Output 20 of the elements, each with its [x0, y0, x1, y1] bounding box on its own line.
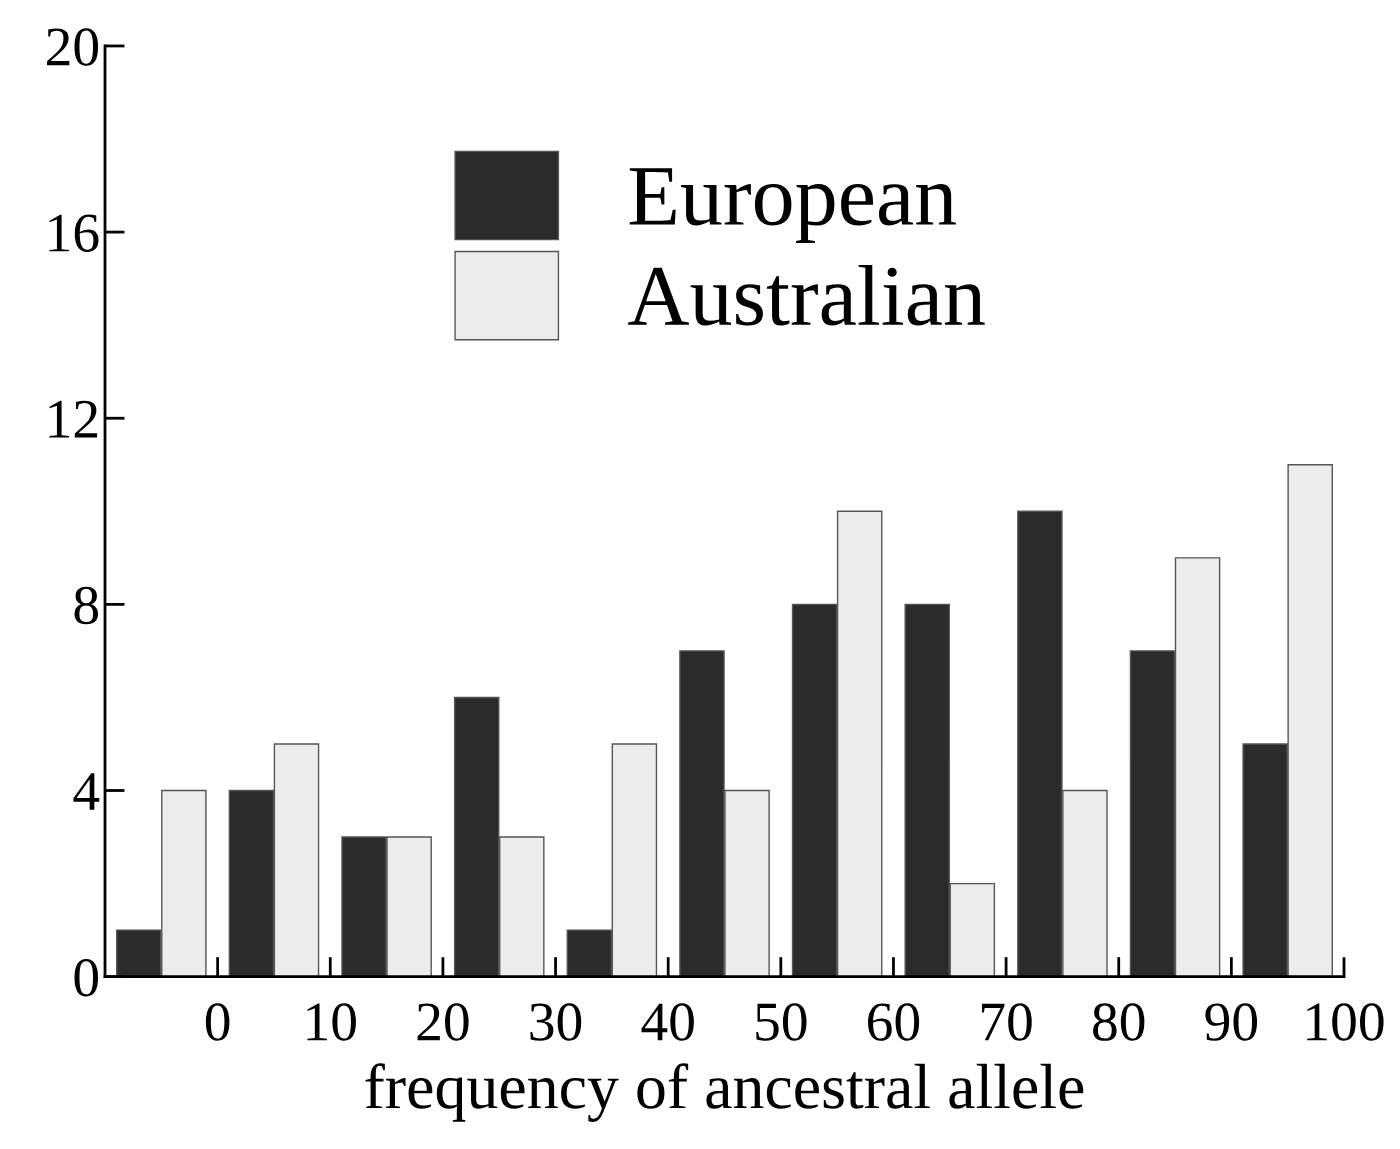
legend-label: Australian	[628, 264, 985, 326]
x-axis-title: frequency of ancestral allele	[365, 1063, 1084, 1122]
x-tick-label: 30	[530, 1003, 582, 1041]
x-tick-label: 60	[868, 1003, 920, 1041]
y-tick-label: 16	[49, 214, 99, 252]
y-tick-label: 12	[49, 400, 98, 438]
x-tick-label: 50	[756, 1003, 807, 1041]
x-tick-label: 90	[1205, 1003, 1258, 1041]
y-tick-label: 8	[74, 586, 99, 625]
x-tick-label: 40	[641, 1003, 694, 1041]
x-tick-label: 0	[205, 1003, 230, 1041]
y-tick-label: 0	[74, 958, 99, 997]
legend-label: European	[629, 168, 956, 243]
x-tick-label: 70	[981, 1003, 1032, 1041]
x-tick-label: 100	[1307, 1003, 1384, 1041]
x-tick-label: 10	[307, 1003, 356, 1041]
x-tick-label: 80	[1093, 1003, 1145, 1041]
y-tick-label: 20	[47, 28, 99, 66]
y-tick-label: 4	[73, 773, 100, 810]
x-tick-label: 20	[417, 1003, 469, 1041]
